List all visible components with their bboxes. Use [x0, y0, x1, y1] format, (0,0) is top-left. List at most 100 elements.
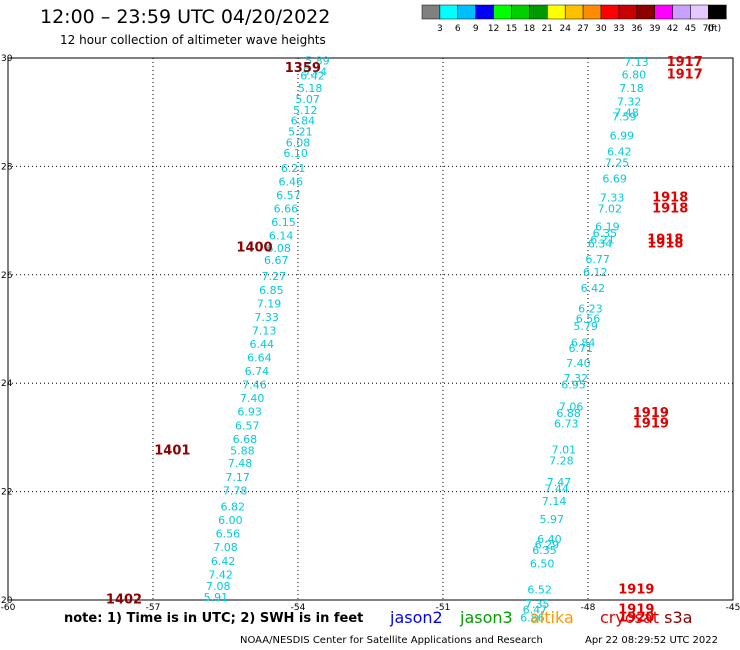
pass-time-label: 1917 [667, 55, 703, 70]
x-tick-label: -60 [1, 603, 16, 613]
y-tick-label: 20 [1, 596, 13, 606]
track-west-swh-label: 7.19 [257, 297, 282, 310]
track-west-swh-label: 6.85 [259, 284, 284, 297]
footer-timestamp: Apr 22 08:29:52 UTC 2022 [585, 635, 718, 646]
track-west-swh-label: 6.84 [291, 115, 316, 128]
track-west-swh-label: 7.46 [242, 379, 267, 392]
track-west-swh-label: 6.10 [283, 147, 308, 160]
track-east-swh-label: 7.32 [617, 96, 642, 109]
legend-jason2: jason2 [390, 608, 443, 627]
track-east-swh-label: 6.52 [527, 583, 552, 596]
track-west-swh-label: 6.14 [269, 230, 294, 243]
chart-subtitle: 12 hour collection of altimeter wave hei… [60, 33, 326, 47]
colorbar-label: 15 [506, 24, 517, 34]
legend-jason3: jason3 [460, 608, 513, 627]
pass-time-label: 1918 [647, 237, 683, 252]
track-west-swh-label: 6.08 [266, 242, 291, 255]
track-west-swh-label: 7.13 [252, 324, 277, 337]
track-east-swh-label: 5.97 [540, 513, 565, 526]
track-west-swh-label: 6.15 [271, 216, 296, 229]
track-west-swh-label: 6.42 [211, 555, 236, 568]
track-east-swh-label: 7.44 [544, 483, 569, 496]
track-west-swh-label: 7.40 [240, 392, 265, 405]
track-east-swh-label: 7.32 [564, 372, 589, 385]
track-west-swh-label: 7.17 [225, 471, 250, 484]
track-east-swh-label: 6.88 [556, 407, 581, 420]
pass-time-label: 1919 [633, 406, 669, 421]
colorbar-label: 45 [685, 24, 696, 34]
colorbar-label: 39 [649, 24, 661, 34]
track-east-swh-label: 6.35 [532, 544, 557, 557]
y-tick-label: 26 [1, 271, 13, 281]
track-east-swh-label: 6.56 [576, 312, 601, 325]
x-tick-label: -45 [726, 603, 740, 613]
pass-time-label: 1919 [618, 582, 654, 597]
colorbar-label: 42 [667, 24, 678, 34]
plot-frame [7, 57, 734, 601]
track-east-swh-label: 6.69 [602, 173, 627, 186]
track-west-swh-label: 6.46 [279, 175, 304, 188]
pass-time-label: 1359 [285, 61, 321, 76]
colorbar-label: 36 [631, 24, 643, 34]
track-east-swh-label: 7.14 [542, 495, 567, 508]
track-east-swh-label: 7.35 [525, 598, 550, 611]
track-east-swh-label: 6.71 [569, 342, 594, 355]
track-east-swh-label: 7.40 [566, 357, 591, 370]
pass-time-label: 1400 [236, 240, 272, 255]
track-east-swh-label: 6.21 [590, 233, 615, 246]
track-east-swh-label: 7.47 [547, 476, 572, 489]
track-east-swh-label: 7.02 [598, 202, 623, 215]
track-west-swh-label: 6.57 [235, 419, 260, 432]
track-east-swh-label: 6.95 [561, 379, 586, 392]
colorbar-label: 9 [473, 24, 479, 34]
y-tick-label: 30 [1, 54, 13, 64]
x-tick-label: -48 [581, 603, 596, 613]
colorbar-label: 70 [703, 24, 715, 34]
track-west-swh-label: 5.91 [204, 591, 229, 604]
pass-time-label: 1919 [633, 417, 669, 432]
track-east-swh-label: 6.29 [535, 539, 560, 552]
track-east-swh-label: 6.19 [595, 220, 620, 233]
track-west-swh-label: 6.56 [216, 528, 241, 541]
track-east-swh-label: 6.50 [530, 557, 555, 570]
track-east-swh-label: 6.40 [537, 533, 562, 546]
track-west-swh-label: 6.00 [218, 514, 243, 527]
legend-s3a: s3a [664, 608, 693, 627]
track-west-swh-label: 7.08 [206, 580, 231, 593]
track-west-swh-label: 5.88 [230, 445, 255, 458]
colorbar-label: 21 [542, 24, 553, 34]
track-east-swh-label: 7.28 [549, 455, 574, 468]
colorbar-swatch [708, 4, 727, 20]
track-west-swh-label: 7.42 [208, 568, 233, 581]
track-west-swh-label: 6.57 [276, 189, 301, 202]
track-east-swh-label: 6.42 [581, 282, 606, 295]
pass-time-label: 1918 [652, 191, 688, 206]
track-east-swh-label: 6.77 [585, 253, 610, 266]
track-east-swh-label: 7.01 [552, 444, 577, 457]
colorbar-label: 24 [559, 24, 571, 34]
colorbar-label: 12 [488, 24, 499, 34]
track-east-swh-label: 6.34 [588, 238, 613, 251]
pass-time-label: 1918 [647, 232, 683, 247]
track-east-swh-label: 6.47 [523, 604, 548, 617]
track-east-swh-label: 7.18 [619, 82, 644, 95]
track-east-swh-label: 6.84 [571, 336, 596, 349]
track-east-swh-label: 6.42 [607, 146, 632, 159]
colorbar-label: 18 [524, 24, 536, 34]
colorbar-label: (ft) [708, 24, 722, 34]
units-note: note: 1) Time is in UTC; 2) SWH is in fe… [64, 611, 364, 626]
colorbar-label: 33 [613, 24, 624, 34]
track-west-swh-label: 6.42 [300, 70, 325, 83]
colorbar-label: 30 [595, 24, 607, 34]
track-west-swh-label: 6.64 [247, 352, 272, 365]
track-east-swh-label: 5.79 [573, 320, 598, 333]
track-west-swh-label: 7.78 [223, 484, 248, 497]
track-west-swh-label: 6.93 [237, 406, 262, 419]
track-west-swh-label: 5.07 [295, 93, 320, 106]
x-tick-label: -51 [436, 603, 451, 613]
track-west-swh-label: 5.89 [305, 55, 330, 68]
track-west-swh-label: 5.74 [303, 65, 328, 78]
track-west-swh-label: 6.67 [264, 254, 289, 267]
track-east-swh-label: 6.12 [583, 266, 608, 279]
track-east-swh-label: 7.48 [614, 107, 639, 120]
